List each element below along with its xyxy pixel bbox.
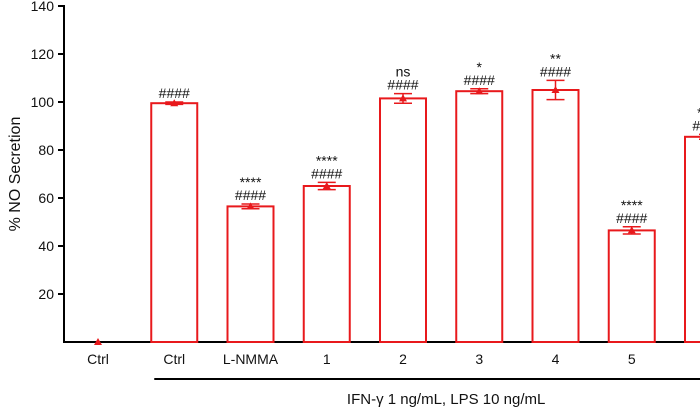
x-tick-label: 4 [552, 351, 560, 367]
y-tick-label: 120 [31, 46, 55, 62]
bar [150, 102, 199, 343]
y-tick-label: 20 [38, 286, 54, 302]
bar-group: ####** [531, 50, 580, 343]
data-point [475, 87, 484, 95]
bar [531, 89, 580, 343]
x-tick-label: 2 [399, 351, 407, 367]
bar-group: ####**** [226, 174, 275, 343]
y-tick-label: 60 [38, 190, 54, 206]
significance-label: **** [621, 197, 643, 213]
data-point [246, 202, 255, 210]
significance-label: #### [616, 210, 647, 226]
significance-label: #### [311, 165, 342, 181]
significance-label: **** [697, 104, 700, 120]
bar [684, 135, 700, 343]
y-axis-title: % NO Secretion [7, 117, 24, 232]
significance-label: #### [387, 77, 418, 93]
y-tick-label: 100 [31, 94, 55, 110]
bar-group: ####ns [379, 64, 427, 344]
significance-label: * [477, 59, 483, 75]
bar [302, 185, 351, 343]
bar-group: ####* [455, 59, 504, 343]
data-point [170, 99, 179, 107]
y-tick-label: 40 [38, 238, 54, 254]
data-point [94, 338, 102, 345]
y-tick-label: 140 [31, 0, 55, 14]
significance-label: ** [550, 50, 561, 66]
bar [226, 205, 275, 343]
x-tick-label: 5 [628, 351, 636, 367]
data-point [322, 182, 331, 189]
y-ticks: 20 40 60 80 100 120 140 [31, 0, 64, 302]
bar-group: ####**** [302, 152, 351, 343]
y-tick-label: 80 [38, 142, 54, 158]
bar-group: #### [150, 85, 199, 343]
axes [63, 5, 688, 343]
data-point [399, 94, 407, 102]
bar-group: ####**** [684, 104, 700, 343]
data-point [627, 226, 636, 234]
bar [607, 229, 656, 343]
x-tick-label: Ctrl [163, 351, 185, 367]
significance-label: #### [464, 72, 495, 88]
group-label: IFN-γ 1 ng/mL, LPS 10 ng/mL [347, 391, 545, 408]
bar-group [94, 338, 102, 345]
data-point [551, 86, 560, 93]
significance-label: #### [159, 85, 190, 101]
significance-label: #### [540, 63, 571, 79]
significance-label: ns [396, 64, 411, 80]
x-tick-label: L-NMMA [223, 351, 279, 367]
significance-label: **** [316, 152, 338, 168]
bar-group: ####**** [607, 197, 656, 343]
x-tick-label: 1 [323, 351, 331, 367]
significance-label: #### [235, 187, 266, 203]
x-tick-label: 3 [475, 351, 483, 367]
significance-label: #### [692, 117, 700, 133]
significance-label: **** [240, 174, 262, 190]
x-tick-label: Ctrl [87, 351, 109, 367]
bar [455, 90, 504, 343]
bars: ########****####****####ns####* ####**###… [94, 50, 700, 345]
bar [379, 97, 427, 344]
